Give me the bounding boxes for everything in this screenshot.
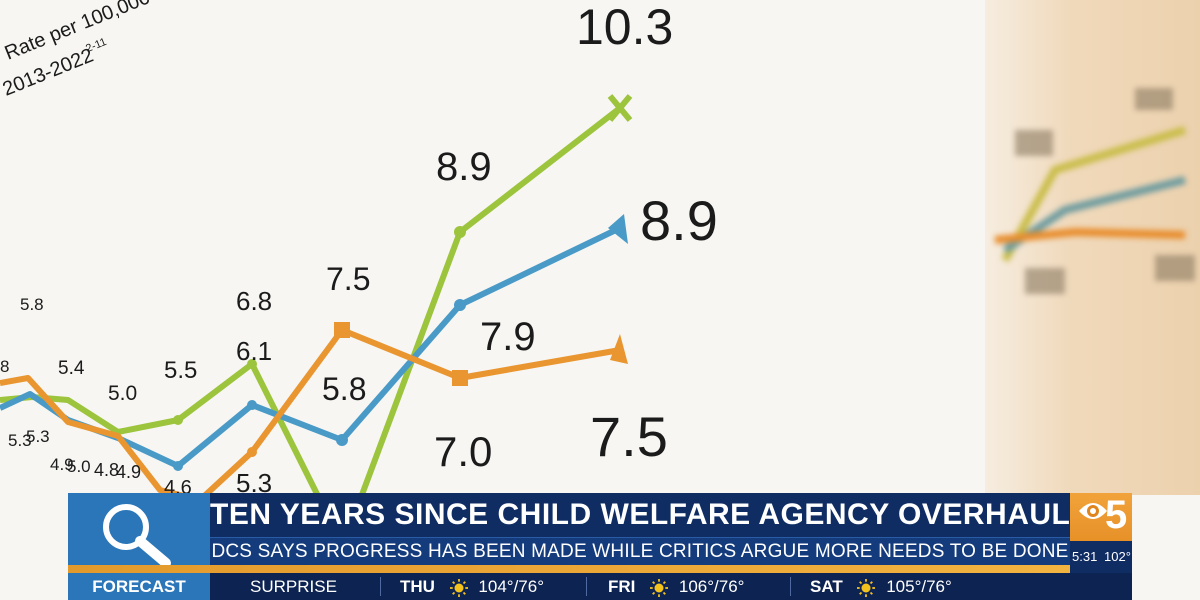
- ticker-day: FRI: [608, 577, 636, 596]
- headline-bar: TEN YEARS SINCE CHILD WELFARE AGENCY OVE…: [210, 493, 1070, 537]
- data-label: 7.0: [434, 428, 492, 475]
- ticker-day: SURPRISE: [250, 577, 337, 596]
- data-labels: 8 5.8 5.3 5.3 5.4 4.9 5.0 5.0 4.8 4.9 4.…: [0, 0, 718, 499]
- data-label: 6.1: [236, 336, 272, 366]
- data-label: 5.5: [164, 357, 197, 384]
- data-label: 4.9: [50, 455, 74, 474]
- sun-icon: [650, 578, 669, 597]
- data-label: 5.8: [20, 295, 44, 314]
- data-label: 5.0: [67, 457, 91, 476]
- data-label: 8.9: [640, 189, 718, 252]
- ticker-item-sat: SAT 105°/76°: [810, 573, 952, 600]
- series-markers: [173, 94, 633, 471]
- current-temperature: 102°: [1104, 549, 1131, 564]
- sun-icon: [449, 578, 468, 597]
- data-label: 7.5: [590, 405, 668, 468]
- search-badge: [68, 493, 210, 573]
- ticker-divider: [380, 577, 381, 596]
- forecast-label: FORECAST: [68, 573, 210, 600]
- data-label: 10.3: [576, 0, 673, 55]
- ticker-divider: [790, 577, 791, 596]
- data-label: 7.9: [480, 315, 536, 359]
- ticker-item-fri: FRI 106°/76°: [608, 573, 744, 600]
- ticker-day: THU: [400, 577, 435, 596]
- cbs-eye-icon: [1079, 503, 1107, 519]
- data-label: 5.0: [108, 382, 137, 405]
- sun-icon: [857, 578, 876, 597]
- subheadline-bar: DCS SAYS PROGRESS HAS BEEN MADE WHILE CR…: [210, 537, 1070, 566]
- magnifier-icon: [103, 504, 171, 567]
- subheadline-text: DCS SAYS PROGRESS HAS BEEN MADE WHILE CR…: [211, 541, 1069, 562]
- data-label: 8.9: [436, 145, 492, 189]
- channel-number: 5: [1105, 493, 1128, 537]
- blurred-chart-fragment: [994, 88, 1195, 294]
- data-label: 7.5: [326, 261, 370, 297]
- station-logo: 5 5:31 102°: [1070, 493, 1132, 573]
- clock-time: 5:31: [1072, 549, 1098, 564]
- blurred-background-panel: [985, 0, 1200, 495]
- data-label: 5.8: [322, 371, 366, 407]
- data-label: 5.3: [8, 431, 32, 450]
- data-label: 8: [0, 357, 9, 376]
- ticker-temps: 105°/76°: [886, 577, 952, 596]
- ticker-divider: [586, 577, 587, 596]
- ticker-temps: 106°/76°: [678, 577, 745, 596]
- ticker-item-surprise: SURPRISE: [250, 573, 337, 600]
- data-label: 5.4: [58, 358, 85, 379]
- accent-stripe: [68, 565, 1070, 573]
- ticker-day: SAT: [810, 577, 843, 596]
- ticker-item-thu: THU 104°/76°: [400, 573, 544, 600]
- data-label: 6.8: [236, 286, 272, 316]
- lower-third: TEN YEARS SINCE CHILD WELFARE AGENCY OVE…: [68, 493, 1132, 600]
- data-label: 5.3: [26, 427, 50, 446]
- headline-text: TEN YEARS SINCE CHILD WELFARE AGENCY OVE…: [210, 498, 1071, 531]
- time-temp-strip: 5:31 102°: [1070, 541, 1132, 573]
- data-label: 4.9: [116, 462, 141, 482]
- ticker-temps: 104°/76°: [478, 577, 545, 596]
- forecast-ticker: FORECAST SURPRISE THU 104°/76° FRI 106°/…: [68, 573, 1132, 600]
- data-label: 4.8: [94, 460, 119, 480]
